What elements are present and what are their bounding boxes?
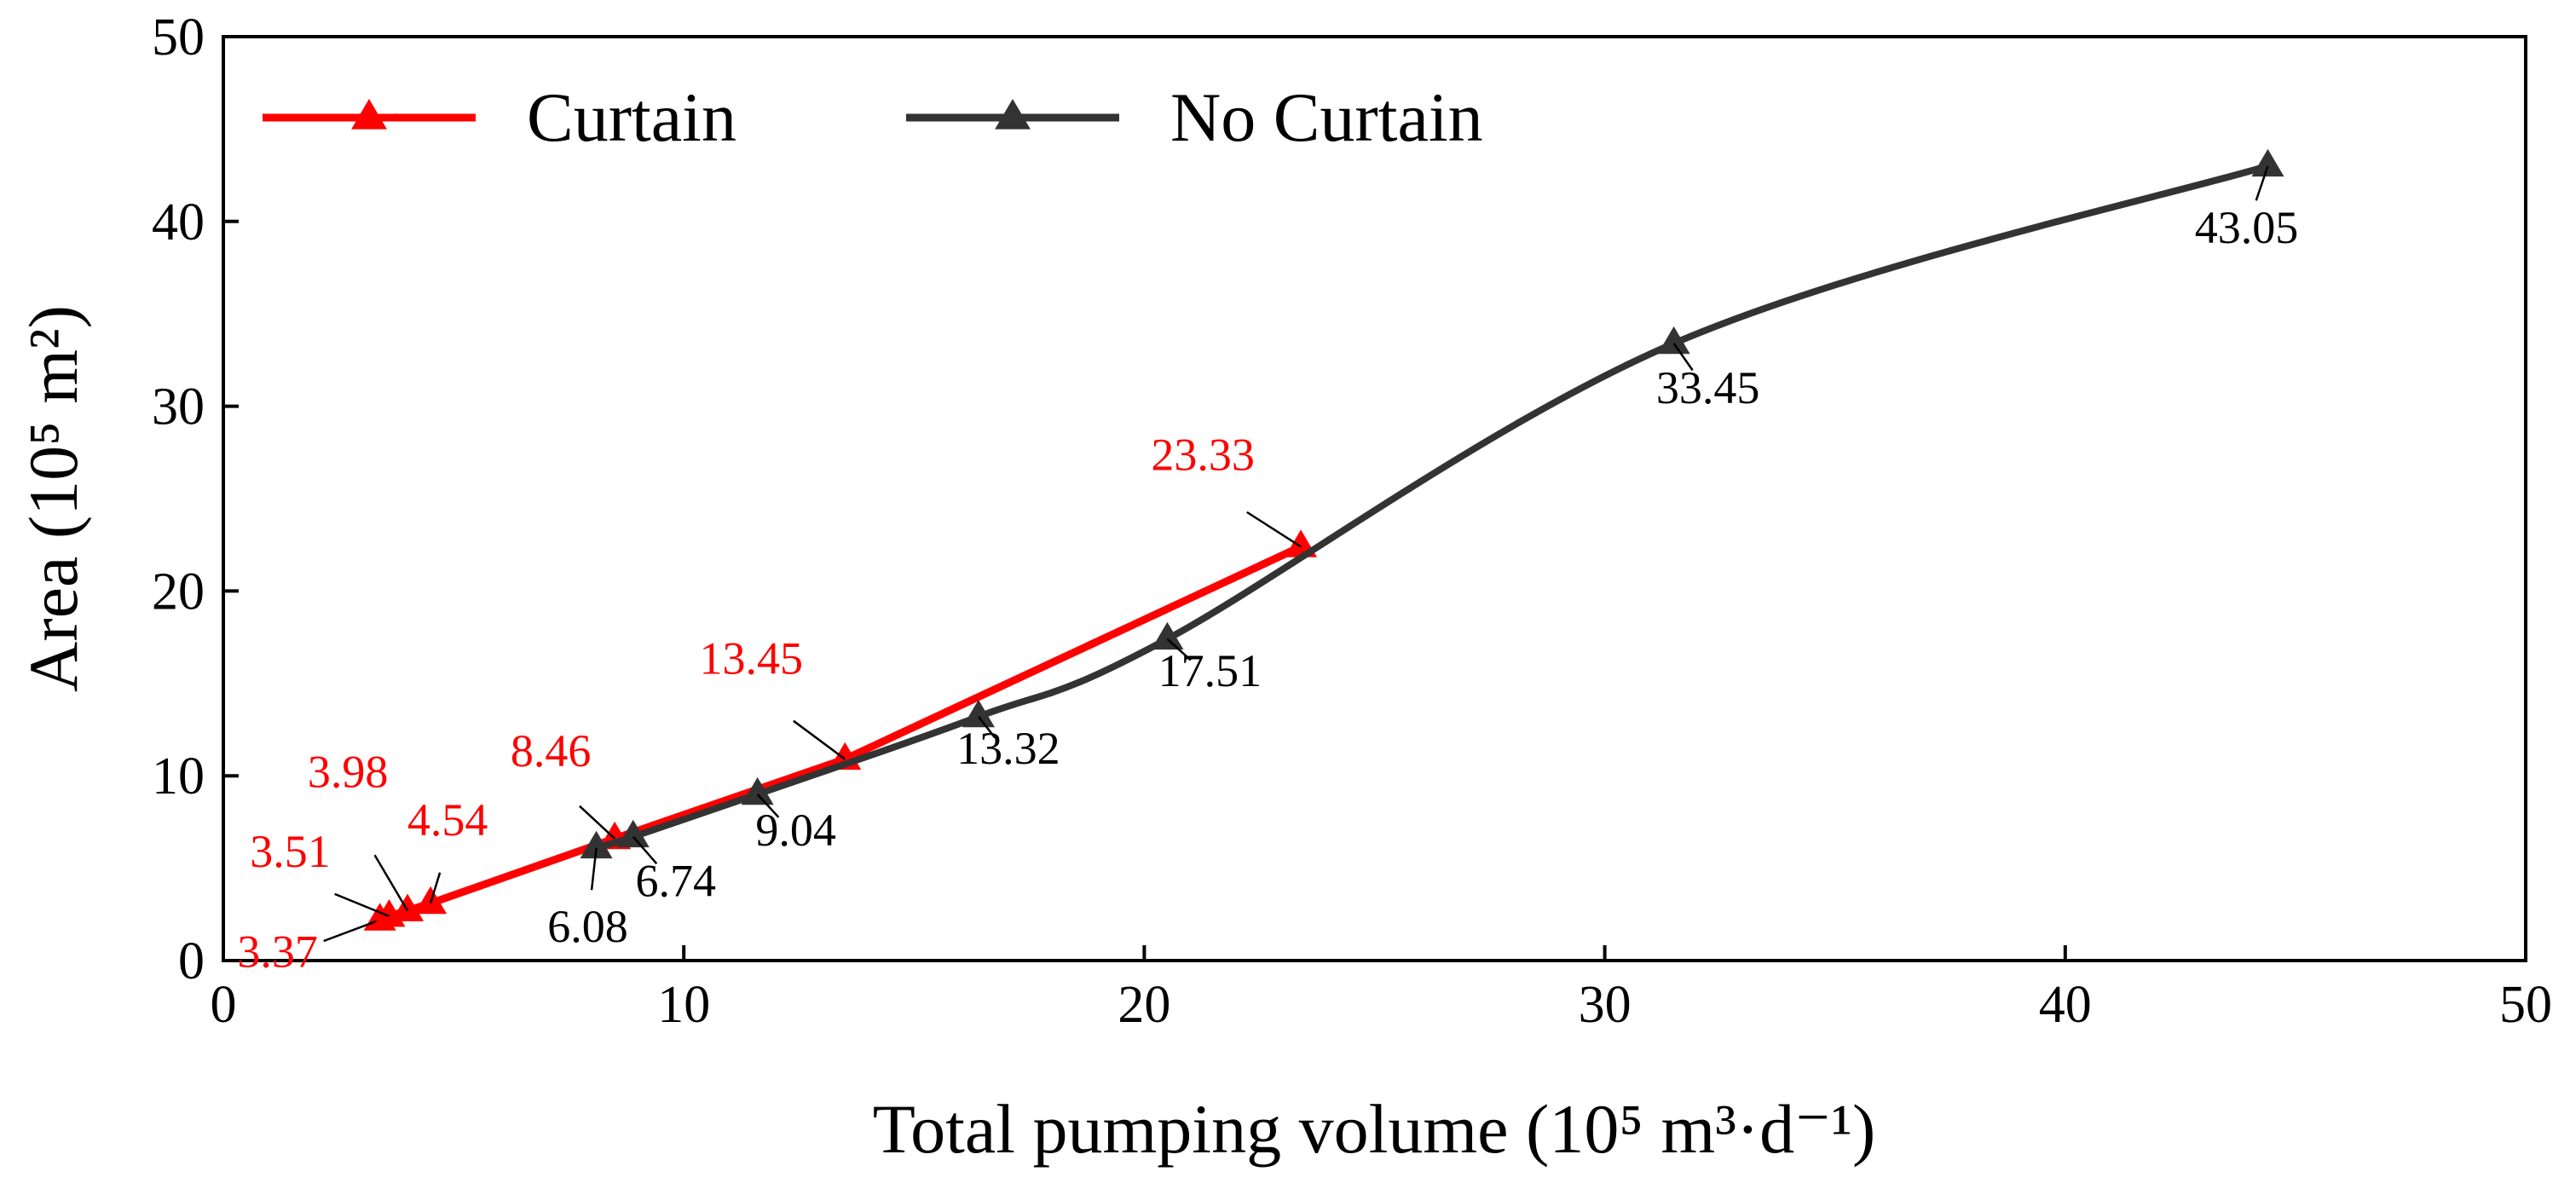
y-tick-label: 30 [152,378,205,436]
data-label-curtain: 3.51 [250,826,331,877]
label-leader [793,719,846,760]
x-tick-label: 40 [2039,976,2092,1034]
data-point-no-curtain [962,699,995,728]
data-label-no-curtain: 17.51 [1158,645,1262,696]
y-axis: 0 10 20 30 40 50 [152,9,239,990]
data-label-curtain: 3.98 [308,746,389,797]
data-point-curtain [391,893,425,921]
x-tick-label: 20 [1118,976,1170,1034]
x-tick-label: 30 [1579,976,1632,1034]
series-line-no-curtain [595,162,2269,851]
data-label-no-curtain: 13.32 [956,723,1060,774]
data-label-no-curtain: 9.04 [755,805,836,856]
y-tick-label: 40 [152,193,205,251]
x-tick-label: 0 [211,976,237,1034]
data-point-no-curtain [2251,148,2284,177]
label-leader [2255,165,2269,201]
legend: Curtain No Curtain [263,78,1483,156]
data-point-no-curtain [616,819,650,848]
label-leader [1166,638,1192,661]
data-label-no-curtain: 6.74 [636,856,717,907]
data-point-no-curtain [1151,621,1184,650]
data-point-no-curtain [1657,326,1690,355]
data-label-no-curtain: 6.08 [547,901,628,952]
label-leader [334,892,390,918]
legend-label-curtain: Curtain [527,78,736,156]
label-leader [373,854,409,912]
label-leader [1672,343,1694,372]
label-leader [323,919,381,943]
label-leader [1246,511,1302,548]
x-axis-title: Total pumping volume (10⁵ m³·d⁻¹) [873,1090,1876,1168]
x-axis: 0 10 20 30 40 50 [211,945,2552,1034]
label-leader [590,847,598,891]
data-label-no-curtain: 43.05 [2195,202,2299,253]
data-point-no-curtain [741,776,774,805]
plot-frame [222,35,2527,962]
x-tick-label: 50 [2499,976,2552,1034]
data-label-curtain: 3.37 [237,926,318,977]
y-axis-title: Area (10⁵ m²) [14,305,92,692]
legend-marker-curtain [351,99,387,130]
label-leader [429,872,442,904]
label-leader [632,835,658,865]
x-tick-label: 10 [657,976,710,1034]
y-tick-label: 20 [152,563,205,620]
data-label-no-curtain: 33.45 [1656,362,1760,413]
data-label-curtain: 13.45 [700,633,804,684]
legend-label-no-curtain: No Curtain [1170,78,1483,156]
data-label-curtain: 23.33 [1151,429,1255,480]
data-point-no-curtain [580,830,613,859]
label-leader [977,716,996,739]
y-tick-label: 0 [178,932,205,990]
y-tick-label: 10 [152,747,205,805]
series-layer: 3.37 3.51 3.98 4.54 8.46 13.45 23.33 6.086.74 9.… [237,148,2299,977]
y-tick-label: 50 [152,9,205,66]
label-leader [579,805,616,840]
data-label-curtain: 8.46 [511,725,592,776]
data-label-curtain: 4.54 [407,794,488,846]
legend-marker-no-curtain [995,99,1031,130]
label-leader [756,794,780,818]
